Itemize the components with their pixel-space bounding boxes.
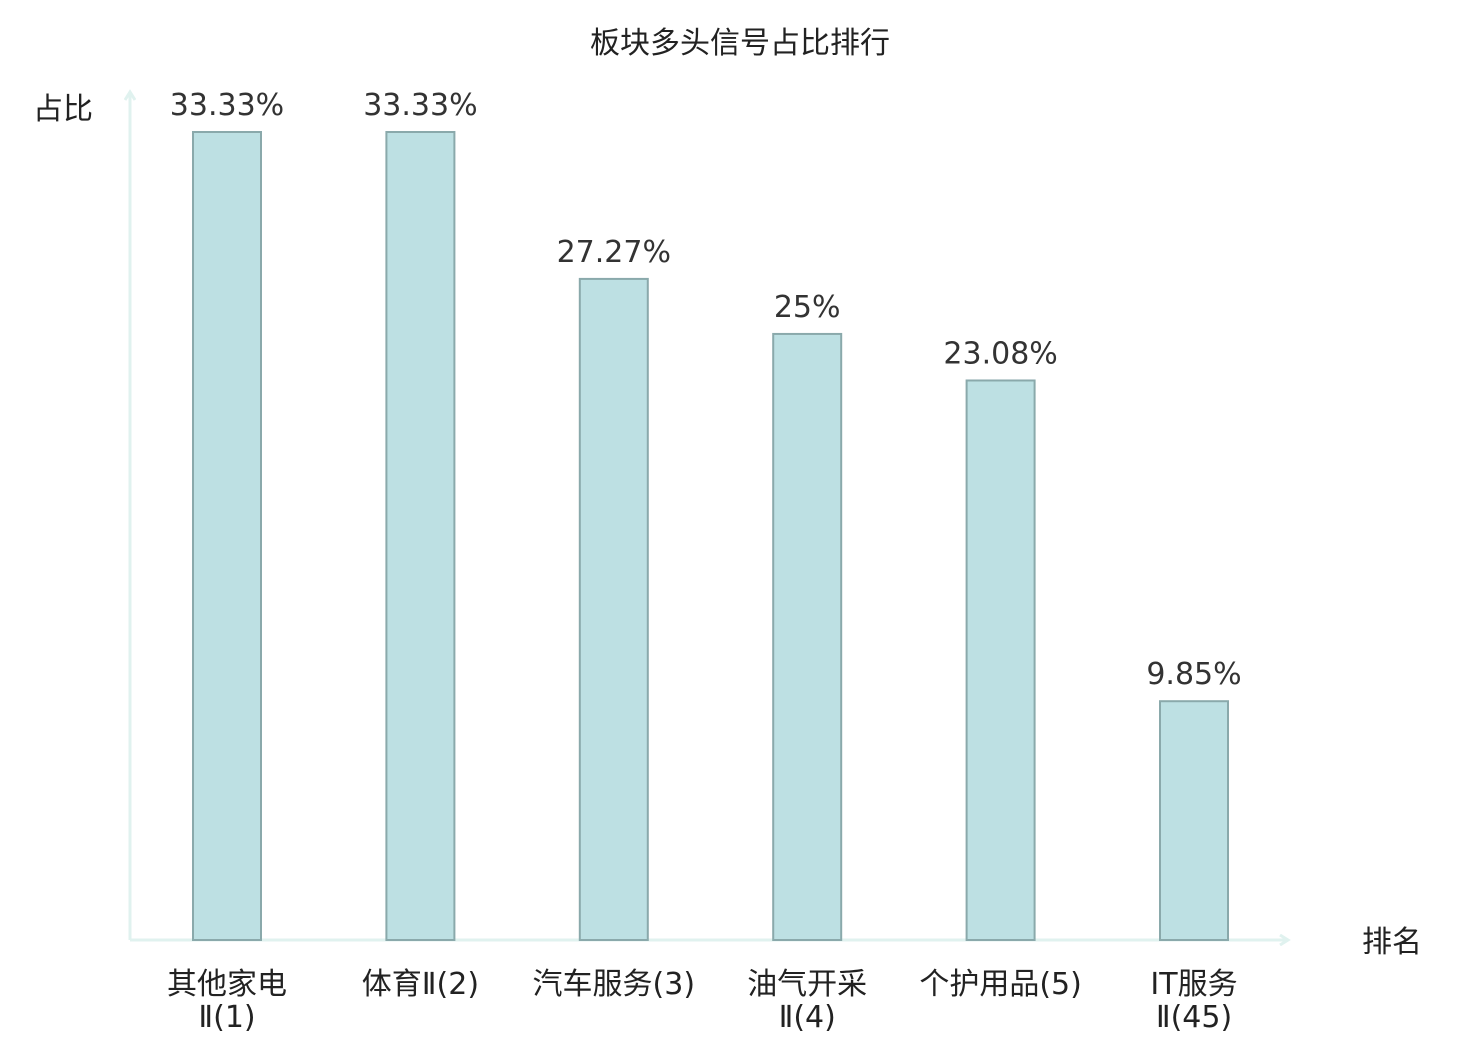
chart-title: 板块多头信号占比排行 — [590, 26, 890, 61]
bar-value-label-3: 27.27% — [557, 235, 671, 270]
category-label-3: 汽车服务(3) — [533, 967, 696, 1002]
bar-value-label-1: 33.33% — [170, 88, 284, 123]
category-label-2: 体育Ⅱ(2) — [362, 967, 479, 1002]
category-label-4-line-1: 油气开采 — [747, 967, 867, 1002]
category-label-1-line-2: Ⅱ(1) — [198, 1000, 255, 1035]
bar-6 — [1159, 700, 1229, 941]
category-label-6-line-2: Ⅱ(45) — [1156, 1000, 1232, 1035]
bar-value-label-4: 25% — [774, 290, 841, 325]
x-axis-label: 排名 — [1362, 925, 1422, 960]
category-label-5: 个护用品(5) — [919, 967, 1082, 1002]
bar-value-label-2: 33.33% — [363, 88, 477, 123]
bar-value-label-6: 9.85% — [1146, 657, 1241, 692]
category-label-4-line-2: Ⅱ(4) — [779, 1000, 836, 1035]
bar-1 — [192, 131, 262, 941]
bar-4 — [772, 332, 843, 941]
y-axis-label: 占比 — [33, 92, 93, 127]
bar-5 — [965, 379, 1036, 941]
bar-2 — [385, 131, 456, 941]
category-label-1-line-1: 其他家电 — [167, 967, 287, 1002]
bar-value-label-5: 23.08% — [943, 336, 1057, 371]
bar-3 — [578, 277, 649, 941]
category-label-6-line-1: IT服务 — [1150, 967, 1237, 1002]
